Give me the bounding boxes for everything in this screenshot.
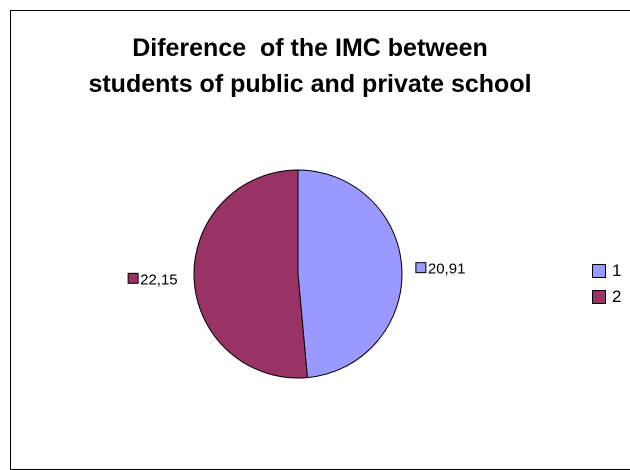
pie-slice-1: [297, 169, 403, 379]
legend-swatch-1: [592, 264, 606, 278]
pie-slice-2: [193, 169, 308, 379]
data-label-swatch-2: [127, 272, 139, 284]
legend: 1 2: [592, 258, 621, 310]
legend-label-2: 2: [612, 287, 622, 306]
legend-label-1: 1: [612, 261, 622, 280]
data-label-text-2: 22,15: [140, 271, 178, 288]
data-label-1: 20,91: [415, 261, 466, 278]
data-labels: 20,91 22,15: [127, 261, 466, 288]
legend-item-2: 2: [592, 284, 621, 310]
chart-title-line-1: Diference of the IMC between: [132, 34, 488, 62]
data-label-swatch-1: [415, 262, 427, 274]
pie-slices: [193, 169, 403, 379]
legend-item-1: 1: [592, 258, 621, 284]
data-label-2: 22,15: [127, 271, 178, 288]
chart-title: Diference of the IMC between students of…: [10, 30, 610, 102]
legend-swatch-2: [592, 290, 606, 304]
chart-title-line-2: students of public and private school: [88, 70, 532, 98]
data-label-text-1: 20,91: [428, 261, 466, 278]
pie-chart: 20,91 22,15: [127, 169, 466, 379]
